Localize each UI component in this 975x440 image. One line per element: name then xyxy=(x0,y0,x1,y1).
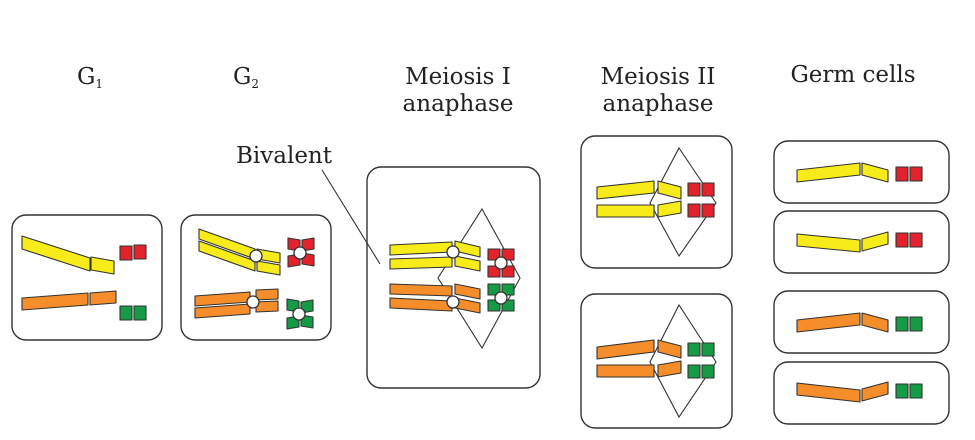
label-meiosis2-line2: anaphase xyxy=(602,91,714,117)
meiosis2-bottom-green-3 xyxy=(687,364,701,379)
germ-cell-2-red-right xyxy=(909,232,923,248)
germ-cell-2-red-left xyxy=(895,232,909,248)
g2-orange-centromere xyxy=(246,295,260,309)
germ-cell-3-green-right xyxy=(909,316,923,332)
g2-orange-chromatid-1-short xyxy=(255,288,279,301)
g2-green-centromere xyxy=(292,307,306,321)
label-g1-letter: G xyxy=(76,64,96,90)
meiosis1-red-4 xyxy=(501,265,515,278)
meiosis2-top-spindle xyxy=(649,146,717,258)
meiosis2-bottom-green-1 xyxy=(687,342,701,357)
meiosis1-red-2 xyxy=(501,248,515,261)
germ-cell-3-orange-long xyxy=(796,312,861,333)
meiosis2-top-red-1 xyxy=(687,182,701,197)
label-g1-subscript: 1 xyxy=(95,77,103,91)
g1-yellow-short-arm xyxy=(90,256,115,275)
meiosis2-top-red-2 xyxy=(701,182,715,197)
meiosis2-top-yellow-1-short xyxy=(657,180,682,200)
g2-yellow-centromere xyxy=(249,249,263,263)
label-g2: G2 xyxy=(216,64,276,98)
label-bivalent-text: Bivalent xyxy=(236,143,332,169)
label-g1: G1 xyxy=(60,64,120,98)
meiosis1-spindle xyxy=(437,207,521,350)
meiosis2-bottom-orange-1-long xyxy=(596,339,655,360)
label-meiosis2: Meiosis II anaphase xyxy=(578,64,738,118)
germ-cell-4-green-right xyxy=(909,383,923,399)
g2-orange-chromatid-2-long xyxy=(194,303,251,319)
germ-cell-2-yellow-short xyxy=(861,231,889,252)
meiosis1-yellow-2-long xyxy=(389,256,453,270)
germ-cell-1-red-right xyxy=(909,166,923,182)
meiosis2-bottom-spindle xyxy=(649,303,717,419)
germ-cell-4-orange-short xyxy=(861,381,889,402)
meiosis2-bottom-orange-2-short xyxy=(657,360,682,378)
label-meiosis1-line1: Meiosis I xyxy=(405,64,511,90)
g1-red-chromosome-left xyxy=(119,245,133,261)
g2-yellow-chromatid-2-long xyxy=(198,240,256,272)
meiosis2-top-yellow-1-long xyxy=(596,180,655,200)
g2-red-centromere xyxy=(293,246,307,260)
meiosis2-bottom-green-4 xyxy=(701,364,715,379)
germ-cell-1-red-left xyxy=(895,166,909,182)
meiosis1-green-2 xyxy=(501,283,515,296)
meiosis2-bottom-orange-2-long xyxy=(596,364,655,378)
g1-orange-short-arm xyxy=(89,290,117,306)
germ-cell-4-box xyxy=(773,361,950,425)
germ-cell-3-green-left xyxy=(895,316,909,332)
germ-cell-3-orange-short xyxy=(861,312,889,333)
meiosis2-bottom-green-2 xyxy=(701,342,715,357)
label-meiosis1-line2: anaphase xyxy=(402,91,514,117)
label-germ-cells-line1: Germ cells xyxy=(790,62,916,88)
germ-cell-2-yellow-long xyxy=(796,233,861,253)
g2-yellow-chromatid-2-short xyxy=(256,260,281,276)
germ-cell-4-orange-long xyxy=(796,382,861,403)
germ-cell-4-green-left xyxy=(895,383,909,399)
meiosis1-orange-2-long xyxy=(389,297,453,312)
meiosis2-top-red-3 xyxy=(687,203,701,218)
meiosis1-orange-centromere xyxy=(446,295,460,309)
g2-orange-chromatid-2-short xyxy=(255,300,279,313)
meiosis1-yellow-2-short xyxy=(454,255,481,272)
label-meiosis1: Meiosis I anaphase xyxy=(378,64,538,118)
germ-cell-2-box xyxy=(773,210,950,274)
meiosis1-green-centromere xyxy=(494,291,508,305)
g1-cell-box xyxy=(11,214,163,341)
germ-cell-3-box xyxy=(773,290,950,354)
meiosis2-top-yellow-2-short xyxy=(657,200,682,218)
meiosis1-orange-1-short xyxy=(454,283,481,300)
label-g2-letter: G xyxy=(232,64,252,90)
meiosis1-orange-1-long xyxy=(389,283,453,297)
meiosis2-bottom-cell-box xyxy=(580,293,733,429)
germ-cell-1-box xyxy=(773,140,950,204)
label-meiosis2-line1: Meiosis II xyxy=(600,64,716,90)
g1-green-chromosome-right xyxy=(133,305,147,321)
bivalent-pointer-line xyxy=(321,169,381,265)
meiosis1-cell-box xyxy=(366,166,541,389)
meiosis1-yellow-centromere xyxy=(446,245,460,259)
g1-green-chromosome-left xyxy=(119,305,133,321)
meiosis2-top-cell-box xyxy=(580,135,733,269)
g1-orange-long-arm xyxy=(21,292,89,311)
g1-red-chromosome-right xyxy=(133,244,147,260)
meiosis2-bottom-orange-1-short xyxy=(657,339,682,359)
meiosis1-yellow-1-long xyxy=(389,241,453,256)
meiosis2-top-red-4 xyxy=(701,203,715,218)
g1-yellow-long-arm xyxy=(21,235,91,272)
g2-orange-chromatid-1-long xyxy=(194,291,251,307)
label-g2-subscript: 2 xyxy=(251,77,259,91)
meiosis1-red-centromere xyxy=(494,256,508,270)
g2-cell-box xyxy=(180,214,332,341)
label-bivalent: Bivalent xyxy=(236,143,346,170)
germ-cell-1-yellow-short xyxy=(861,162,889,183)
germ-cell-1-yellow-long xyxy=(796,162,861,183)
meiosis2-top-yellow-2-long xyxy=(596,204,655,218)
label-germ-cells: Germ cells xyxy=(768,62,938,89)
